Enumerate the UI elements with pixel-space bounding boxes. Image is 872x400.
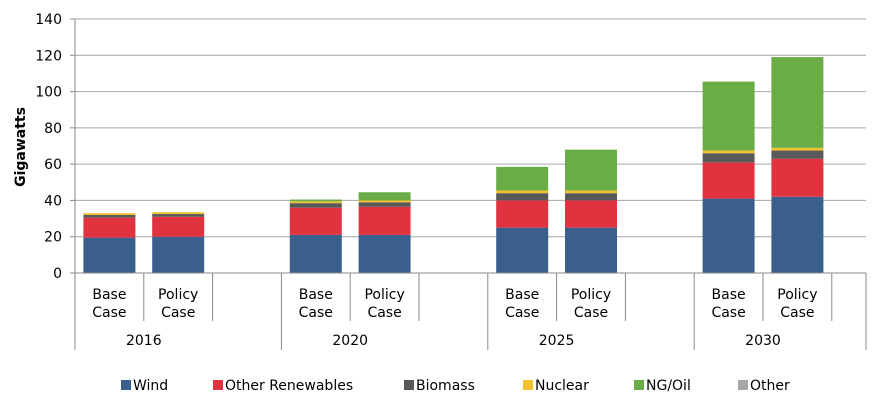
bar-segment	[496, 193, 549, 201]
bar-segment	[702, 81, 755, 151]
legend-swatch	[523, 380, 533, 390]
bar-segment	[496, 227, 549, 273]
bar-segment	[152, 212, 205, 215]
legend-label: NG/Oil	[646, 378, 691, 394]
bar-segment	[358, 234, 411, 273]
legend-swatch	[738, 380, 748, 390]
y-tick-label: 80	[44, 121, 62, 137]
bar-segment	[289, 201, 342, 204]
bar-segment	[565, 193, 617, 201]
bar-segment	[358, 206, 411, 235]
legend-label: Nuclear	[535, 378, 589, 394]
legend-swatch	[213, 380, 223, 390]
legend-swatch	[121, 380, 131, 390]
legend-label: Other	[750, 378, 790, 394]
y-tick-label: 100	[35, 85, 62, 101]
legend-label: Biomass	[416, 378, 475, 394]
y-tick-label: 0	[53, 266, 62, 282]
y-tick-labels: 0 20 40 60 80 100 120 140	[35, 12, 62, 282]
legend-swatch	[634, 380, 644, 390]
x-group-label: 2025	[539, 333, 575, 349]
x-category-label: Case	[299, 305, 333, 321]
legend-swatch	[404, 380, 414, 390]
y-axis-label: Gigawatts	[13, 107, 29, 187]
x-category-label: Case	[505, 305, 539, 321]
x-group-label: 2030	[745, 333, 781, 349]
bar-segment	[83, 237, 136, 273]
x-category-label: Case	[92, 305, 126, 321]
bar-segment	[289, 234, 342, 273]
bar-segment	[771, 158, 824, 197]
bar-segment	[289, 207, 342, 235]
legend-label: Wind	[133, 378, 168, 394]
x-group-label: 2016	[126, 333, 162, 349]
x-group-labels: 2016 2020 2025 2030	[126, 333, 781, 349]
bar-segment	[496, 200, 549, 228]
y-tick-label: 40	[44, 193, 62, 209]
bar-segment	[565, 149, 617, 191]
bar-segment	[83, 214, 136, 218]
bar-segment	[771, 150, 824, 159]
bar-segment	[152, 214, 205, 217]
bar-segment	[565, 200, 617, 228]
axes	[74, 19, 867, 350]
bar-segment	[702, 150, 755, 154]
y-tick-label: 20	[44, 230, 62, 246]
bar-segment	[358, 202, 411, 207]
y-tick-label: 140	[35, 12, 62, 28]
x-group-label: 2020	[332, 333, 368, 349]
x-category-label: Base	[505, 287, 539, 303]
x-category-label: Base	[299, 287, 333, 303]
bar-segment	[289, 203, 342, 208]
x-category-label: Policy	[158, 287, 198, 303]
bar-segment	[152, 216, 205, 237]
bar-segment	[771, 57, 824, 148]
x-category-label: Policy	[777, 287, 817, 303]
bar-segment	[771, 196, 824, 273]
bar-segment	[358, 200, 411, 203]
x-category-label: Base	[92, 287, 126, 303]
bar-segment	[771, 147, 824, 151]
bar-segment	[83, 213, 136, 215]
bar-segment	[702, 198, 755, 273]
x-category-label: Base	[712, 287, 746, 303]
x-category-label: Policy	[364, 287, 404, 303]
x-category-label: Case	[711, 305, 745, 321]
x-category-label: Policy	[571, 287, 611, 303]
bar-segment	[702, 153, 755, 163]
y-tick-label: 120	[35, 48, 62, 64]
x-category-label: Case	[574, 305, 608, 321]
x-category-label: Case	[367, 305, 401, 321]
bar-segment	[496, 166, 549, 191]
bar-segment	[565, 190, 617, 194]
bar-segment	[289, 199, 342, 202]
x-category-labels: Base Case Policy Case Base Case Policy Case Base…	[92, 287, 817, 321]
x-category-label: Case	[780, 305, 814, 321]
bar-segment	[83, 217, 136, 238]
y-tick-label: 60	[44, 157, 62, 173]
bar-segment	[152, 236, 205, 273]
bar-segment	[702, 162, 755, 199]
x-category-label: Case	[161, 305, 195, 321]
legend: Wind Other Renewables Biomass Nuclear NG/Oil…	[121, 378, 790, 394]
bar-segment	[358, 192, 411, 201]
legend-label: Other Renewables	[225, 378, 353, 394]
bar-segment	[565, 227, 617, 273]
bars	[83, 57, 824, 273]
bar-segment	[496, 190, 549, 194]
